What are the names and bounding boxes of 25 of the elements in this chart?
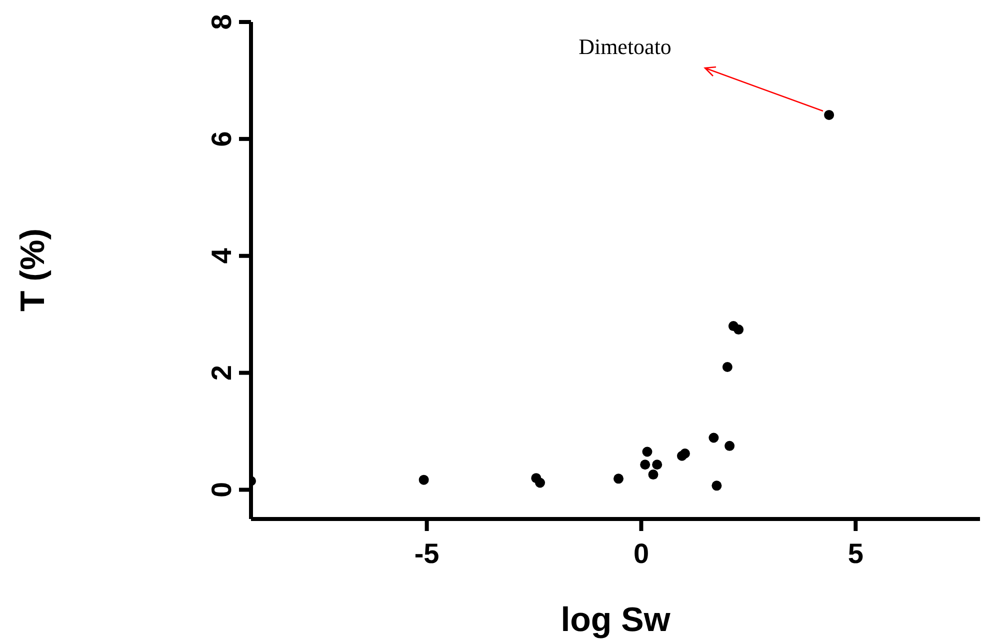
x-axis-title: log Sw bbox=[560, 601, 671, 639]
point bbox=[642, 446, 652, 457]
y-tick-label: 6 bbox=[206, 131, 237, 147]
point bbox=[640, 460, 650, 470]
y-tick-label: 2 bbox=[206, 365, 237, 381]
point bbox=[648, 470, 658, 480]
point bbox=[535, 478, 546, 488]
annotation: Dimetoato bbox=[578, 34, 672, 59]
point bbox=[722, 362, 732, 372]
point bbox=[680, 448, 690, 459]
y-tick-label: 8 bbox=[206, 14, 237, 30]
x-tick-label: 5 bbox=[848, 538, 864, 569]
point bbox=[712, 480, 722, 491]
point bbox=[652, 460, 662, 470]
point bbox=[614, 474, 624, 484]
x-tick-label: 0 bbox=[633, 538, 650, 569]
y-tick-label: 0 bbox=[206, 482, 237, 498]
point bbox=[708, 432, 719, 443]
point bbox=[734, 324, 744, 335]
point bbox=[824, 110, 834, 120]
x-tick-label: -5 bbox=[414, 538, 440, 569]
y-tick-label: 4 bbox=[206, 248, 237, 264]
point bbox=[724, 440, 735, 451]
y-axis-title: T (%) bbox=[14, 228, 52, 312]
point bbox=[418, 474, 429, 485]
